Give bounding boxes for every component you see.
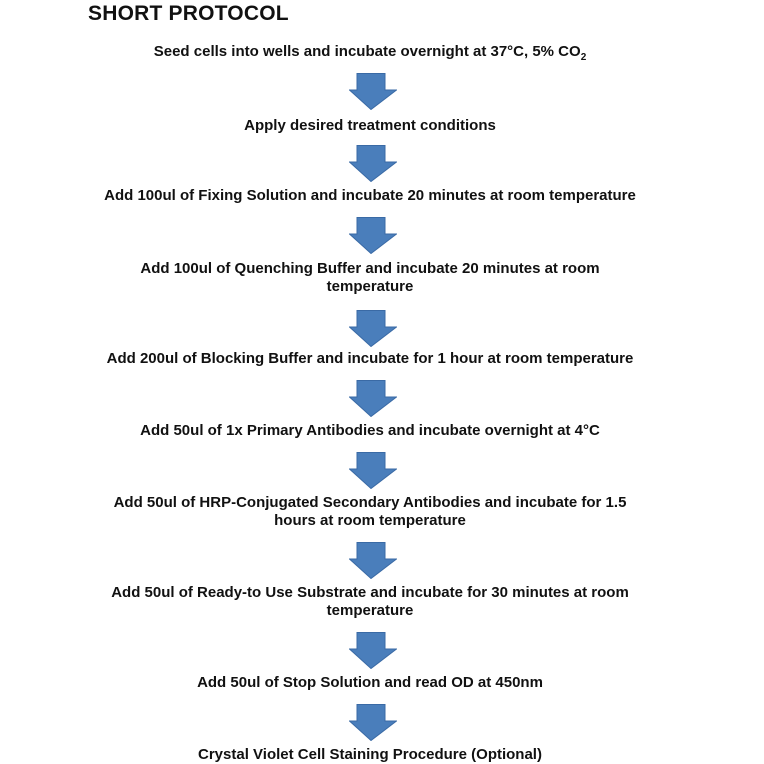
step-5: Add 200ul of Blocking Buffer and incubat… — [106, 350, 634, 367]
down-arrow-icon — [349, 452, 397, 489]
step-10: Crystal Violet Cell Staining Procedure (… — [198, 746, 542, 763]
step-subscript: 2 — [580, 52, 587, 63]
step-9: Add 50ul of Stop Solution and read OD at… — [197, 674, 543, 691]
step-4: Add 100ul of Quenching Buffer and incuba… — [140, 260, 600, 295]
down-arrow-icon — [349, 704, 397, 741]
down-arrow-icon — [349, 632, 397, 669]
step-3: Add 100ul of Fixing Solution and incubat… — [104, 187, 636, 204]
down-arrow-icon — [349, 217, 397, 254]
step-7: Add 50ul of HRP-Conjugated Secondary Ant… — [113, 494, 627, 529]
step-8: Add 50ul of Ready-to Use Substrate and i… — [111, 584, 629, 619]
down-arrow-icon — [349, 380, 397, 417]
down-arrow-icon — [349, 542, 397, 579]
down-arrow-icon — [349, 310, 397, 347]
protocol-title: SHORT PROTOCOL — [88, 2, 289, 25]
step-text: Seed cells into wells and incubate overn… — [153, 43, 581, 60]
down-arrow-icon — [349, 73, 397, 110]
step-1: Seed cells into wells and incubate overn… — [80, 43, 660, 67]
down-arrow-icon — [349, 145, 397, 182]
step-2: Apply desired treatment conditions — [244, 117, 496, 134]
step-6: Add 50ul of 1x Primary Antibodies and in… — [140, 422, 600, 439]
